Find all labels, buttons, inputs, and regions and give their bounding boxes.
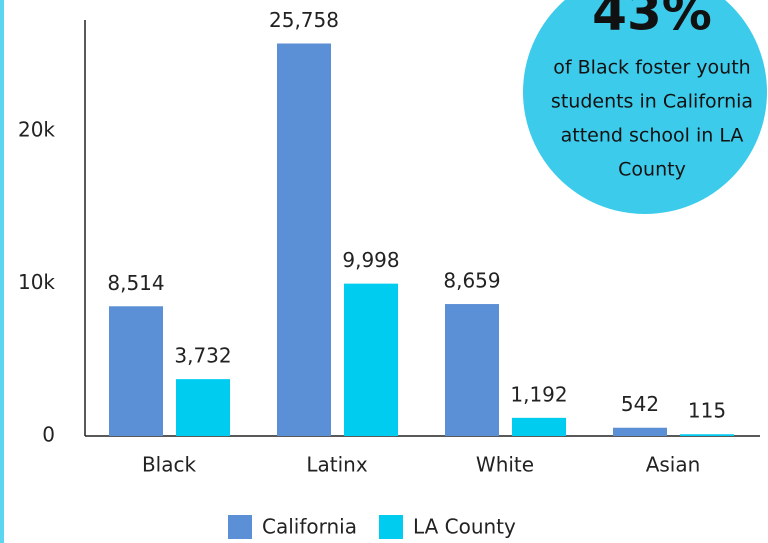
value-label: 9,998	[342, 248, 399, 272]
edge-strip	[0, 0, 4, 543]
value-label: 115	[688, 399, 726, 423]
bar	[680, 434, 734, 436]
callout-line: students in California	[551, 91, 753, 113]
callout-headline: 43%	[592, 0, 712, 42]
value-label: 25,758	[269, 8, 339, 32]
x-tick-label: Latinx	[306, 453, 367, 477]
legend-label: LA County	[413, 515, 516, 539]
legend-swatch	[378, 515, 403, 539]
bar	[277, 43, 331, 437]
bar	[512, 417, 566, 436]
value-label: 542	[621, 392, 659, 416]
bar	[344, 283, 398, 436]
callout-line: attend school in LA	[561, 125, 744, 147]
legend-swatch	[228, 515, 252, 539]
bar	[109, 306, 163, 436]
value-label: 3,732	[174, 344, 231, 368]
value-label: 8,514	[107, 271, 164, 295]
x-tick-label: Black	[142, 453, 197, 477]
callout-circle	[523, 0, 767, 214]
y-tick-label: 20k	[18, 118, 55, 142]
x-tick-label: Asian	[646, 453, 701, 477]
bar	[445, 304, 499, 436]
bar	[176, 379, 230, 436]
x-tick-label: White	[476, 453, 534, 477]
legend-label: California	[262, 515, 357, 539]
callout-line: of Black foster youth	[553, 57, 750, 79]
y-tick-label: 0	[42, 423, 55, 447]
bar	[613, 427, 667, 436]
callout-line: County	[618, 159, 686, 181]
value-label: 1,192	[510, 382, 567, 406]
value-label: 8,659	[443, 269, 500, 293]
y-tick-label: 10k	[18, 270, 55, 294]
